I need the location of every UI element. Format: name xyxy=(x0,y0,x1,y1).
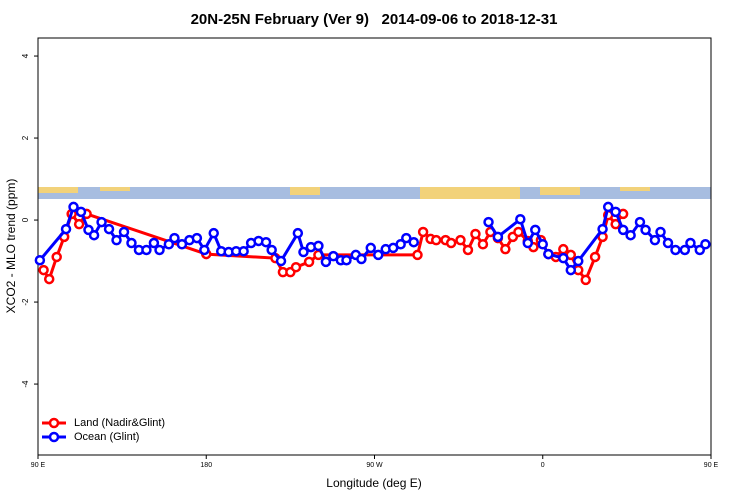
point xyxy=(290,261,302,273)
y-tick-label: 2 xyxy=(21,135,30,140)
point xyxy=(513,226,524,238)
point xyxy=(500,243,511,255)
point xyxy=(266,244,277,256)
point xyxy=(73,218,85,230)
point xyxy=(662,237,674,249)
map-strip xyxy=(38,187,711,199)
point xyxy=(670,244,681,256)
point xyxy=(625,229,636,241)
point xyxy=(275,255,287,267)
point xyxy=(303,256,315,268)
point xyxy=(238,245,249,257)
y-tick-label: -2 xyxy=(21,298,30,306)
point xyxy=(51,251,62,263)
point xyxy=(401,232,412,244)
legend-label: Ocean (Glint) xyxy=(74,431,139,443)
point xyxy=(141,244,152,256)
point xyxy=(260,236,272,248)
point xyxy=(700,238,711,250)
point xyxy=(320,256,332,268)
x-tick-label: 180 xyxy=(200,462,212,469)
point xyxy=(111,234,122,246)
point xyxy=(602,201,614,213)
point xyxy=(617,224,629,236)
point xyxy=(430,234,442,246)
y-tick-label: 4 xyxy=(21,53,30,58)
point xyxy=(634,216,646,228)
point xyxy=(191,232,203,244)
point xyxy=(313,240,324,252)
point xyxy=(417,226,429,238)
y-tick-label: -4 xyxy=(21,380,30,388)
point xyxy=(96,216,107,228)
point xyxy=(341,254,352,266)
point xyxy=(412,249,423,261)
y-tick-label: 0 xyxy=(21,217,30,222)
legend-label: Land (Nadir&Glint) xyxy=(74,417,165,429)
point xyxy=(75,206,87,218)
point xyxy=(445,237,457,249)
point xyxy=(68,201,79,213)
point xyxy=(43,273,55,285)
point xyxy=(154,244,165,256)
point xyxy=(610,206,621,218)
point xyxy=(163,238,175,250)
legend-marker xyxy=(48,431,60,443)
point xyxy=(679,244,691,256)
point xyxy=(640,224,651,236)
point xyxy=(328,250,339,262)
point xyxy=(597,223,608,235)
point xyxy=(573,255,584,267)
point xyxy=(558,243,569,255)
point xyxy=(492,231,504,243)
chart-title: 20N-25N February (Ver 9) 2014-09-06 to 2… xyxy=(191,11,558,28)
point xyxy=(292,227,304,239)
point xyxy=(483,216,494,228)
point xyxy=(34,254,46,266)
point xyxy=(365,242,377,254)
point xyxy=(372,249,384,261)
point xyxy=(565,264,577,276)
point xyxy=(477,238,489,250)
point xyxy=(103,223,115,235)
point xyxy=(88,229,100,241)
point xyxy=(298,246,309,258)
point xyxy=(558,252,569,264)
legend-marker xyxy=(48,417,60,429)
point xyxy=(126,237,137,249)
point xyxy=(655,226,666,238)
point xyxy=(649,234,661,246)
x-tick-label: 90 W xyxy=(366,462,383,469)
point xyxy=(589,251,601,263)
point xyxy=(356,253,367,265)
point xyxy=(537,238,548,250)
point xyxy=(395,238,406,250)
point xyxy=(543,248,554,260)
point xyxy=(60,223,72,235)
x-axis-label: Longitude (deg E) xyxy=(326,476,421,490)
point xyxy=(208,227,219,239)
point xyxy=(522,237,534,249)
y-axis-label: XCO2 - MLO trend (ppm) xyxy=(4,179,18,314)
point xyxy=(470,228,481,240)
point xyxy=(685,237,696,249)
point xyxy=(199,244,210,256)
point xyxy=(148,237,160,249)
point xyxy=(455,234,466,246)
point xyxy=(515,213,526,225)
x-tick-label: 90 E xyxy=(704,462,719,469)
point xyxy=(580,274,591,286)
x-tick-label: 0 xyxy=(541,462,545,469)
point xyxy=(408,236,420,248)
point xyxy=(530,224,541,236)
point xyxy=(169,232,180,244)
point xyxy=(176,238,188,250)
point xyxy=(462,244,474,256)
point xyxy=(38,264,49,276)
x-tick-label: 90 E xyxy=(31,462,46,469)
point xyxy=(118,226,130,238)
